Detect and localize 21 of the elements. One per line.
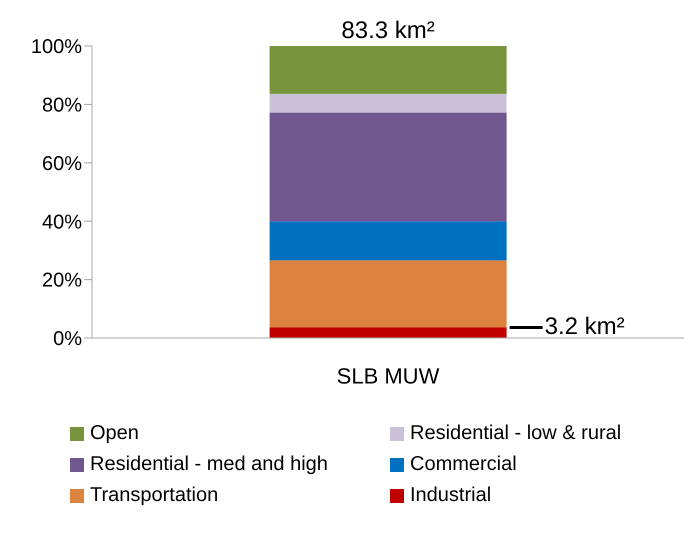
y-tick-label: 20% [42, 270, 82, 292]
legend-label: Industrial [410, 484, 492, 507]
y-tick-label: 0% [53, 328, 82, 350]
bar [270, 112, 507, 222]
y-tick-label: 40% [42, 211, 82, 234]
y-tick-label: 60% [42, 152, 82, 175]
legend-label: Commercial [410, 453, 517, 476]
legend-label: Residential - low & rural [410, 422, 622, 445]
bar [270, 46, 507, 94]
legend-label: Residential - med and high [90, 453, 328, 476]
legend-label: Transportation [90, 484, 218, 507]
bar [270, 260, 507, 328]
bar [270, 94, 507, 113]
bar [270, 327, 507, 338]
y-tick-label: 80% [42, 94, 82, 116]
x-tick-label: SLB MUW [336, 364, 440, 389]
annotation: 83.3 km² [341, 17, 435, 44]
legend-label: Open [90, 422, 139, 445]
bar [270, 221, 507, 260]
y-tick-label: 100% [30, 36, 82, 58]
annotation: 3.2 km² [544, 312, 625, 340]
